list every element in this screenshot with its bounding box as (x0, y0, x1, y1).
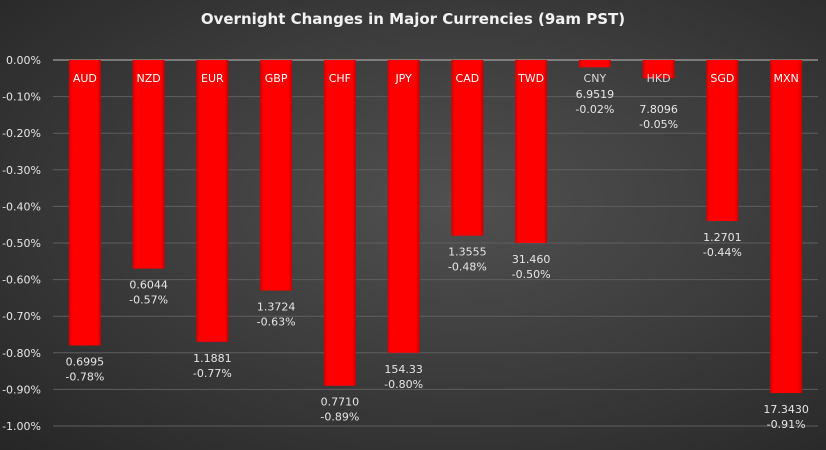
category-label: EUR (201, 72, 224, 85)
y-tick-label: -1.00% (2, 420, 41, 433)
percent-label: -0.91% (767, 418, 806, 431)
rate-label: 7.8096 (639, 103, 678, 116)
rate-label: 0.6044 (129, 279, 168, 292)
y-tick-label: 0.00% (6, 54, 41, 67)
bar-gbp (260, 60, 293, 291)
bar-cny (578, 60, 611, 68)
y-tick-label: -0.60% (2, 274, 41, 287)
chart-title: Overnight Changes in Major Currencies (9… (200, 10, 626, 28)
bar-twd (515, 60, 548, 243)
percent-label: -0.02% (575, 103, 614, 116)
percent-label: -0.44% (703, 246, 742, 259)
bar-eur (196, 60, 229, 342)
bar-mxn (770, 60, 803, 394)
bar-aud (68, 60, 101, 346)
category-label: CAD (456, 72, 480, 85)
rate-label: 154.33 (384, 363, 423, 376)
rate-label: 6.9519 (576, 88, 615, 101)
category-label: TWD (517, 72, 544, 85)
percent-label: -0.48% (448, 261, 487, 274)
y-tick-label: -0.90% (2, 383, 41, 396)
bar-chf (323, 60, 356, 386)
percent-label: -0.80% (384, 378, 423, 391)
rate-label: 1.3724 (257, 301, 296, 314)
bar-hkd (642, 60, 675, 79)
y-tick-label: -0.30% (2, 164, 41, 177)
percent-label: -0.05% (639, 118, 678, 131)
percent-label: -0.77% (193, 367, 232, 380)
y-tick-label: -0.40% (2, 200, 41, 213)
percent-label: -0.63% (257, 316, 296, 329)
category-label: SGD (710, 72, 734, 85)
percent-label: -0.89% (320, 411, 359, 424)
rate-label: 31.460 (512, 253, 551, 266)
category-label: HKD (647, 72, 671, 85)
category-label: MXN (773, 72, 798, 85)
y-tick-label: -0.50% (2, 237, 41, 250)
category-label: AUD (73, 72, 97, 85)
category-label: CHF (329, 72, 351, 85)
y-tick-label: -0.10% (2, 91, 41, 104)
rate-label: 1.2701 (703, 231, 742, 244)
rate-label: 1.3555 (448, 246, 487, 259)
rate-label: 0.6995 (66, 355, 105, 368)
percent-label: -0.57% (129, 294, 168, 307)
category-label: GBP (265, 72, 288, 85)
category-label: JPY (394, 72, 412, 85)
bar-sgd (706, 60, 739, 222)
rate-label: 1.1881 (193, 352, 232, 365)
percent-label: -0.50% (512, 268, 551, 281)
bar-nzd (132, 60, 165, 269)
rate-label: 0.7710 (321, 396, 360, 409)
rate-label: 17.3430 (763, 403, 809, 416)
bar-cad (451, 60, 484, 236)
category-label: CNY (584, 72, 607, 85)
category-label: NZD (137, 72, 161, 85)
y-tick-label: -0.80% (2, 347, 41, 360)
percent-label: -0.78% (65, 370, 104, 383)
bar-jpy (387, 60, 420, 353)
y-tick-label: -0.70% (2, 310, 41, 323)
y-tick-label: -0.20% (2, 127, 41, 140)
